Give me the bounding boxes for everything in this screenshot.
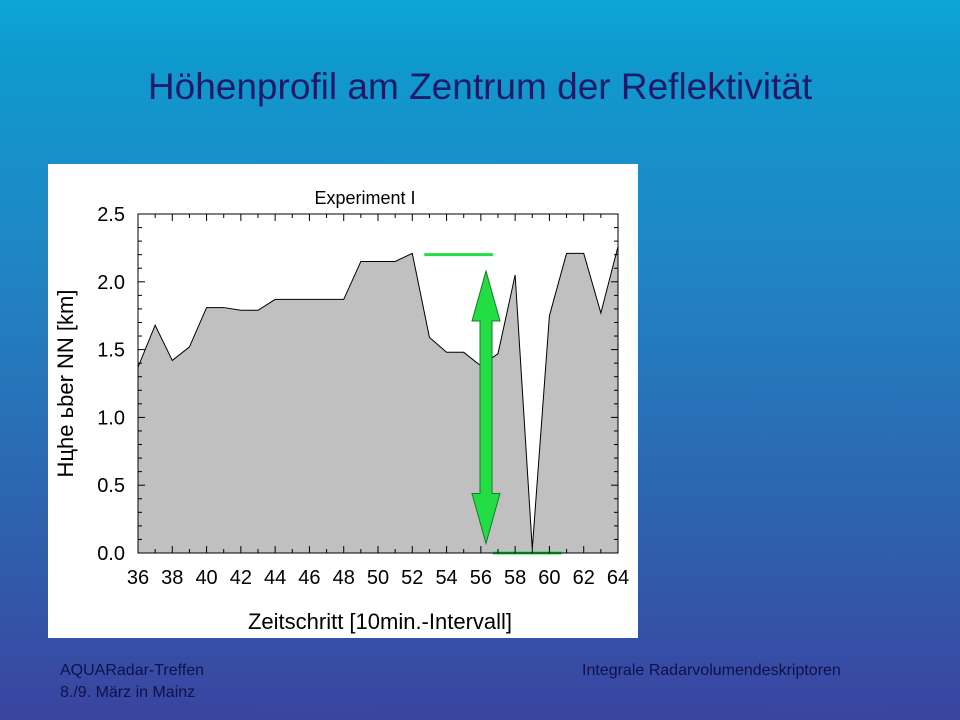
y-tick-label: 2.5 <box>97 204 125 226</box>
y-tick-label: 0.5 <box>97 475 125 497</box>
x-tick-label: 58 <box>504 567 526 589</box>
double-arrow-icon <box>471 269 501 546</box>
x-tick-label: 46 <box>298 567 320 589</box>
chart-panel: Experiment I 36 38 40 42 44 46 48 50 52 54 56 58 60 6… <box>48 164 638 638</box>
x-tick-label: 38 <box>161 567 183 589</box>
footer-event: AQUARadar-Treffen <box>60 662 205 679</box>
footer-date: 8./9. März in Mainz <box>60 684 196 701</box>
x-tick-label: 44 <box>264 567 286 589</box>
area-series <box>137 246 619 554</box>
x-tick-label: 50 <box>367 567 389 589</box>
area-chart: Experiment I 36 38 40 42 44 46 48 50 52 54 56 58 60 6… <box>53 188 629 634</box>
footer-topic: Integrale Radarvolumendeskriptoren <box>582 662 841 679</box>
y-axis: 0.0 0.5 1.0 1.5 2.0 2.5 <box>97 204 618 565</box>
y-tick-label: 1.5 <box>97 340 125 362</box>
y-tick-label: 1.0 <box>97 407 125 429</box>
footer-left: AQUARadar-Treffen 8./9. März in Mainz <box>60 660 204 704</box>
x-tick-label: 36 <box>127 567 149 589</box>
y-tick-label: 2.0 <box>97 272 125 294</box>
x-tick-label: 62 <box>573 567 595 589</box>
x-tick-label: 52 <box>401 567 423 589</box>
y-tick-label: 0.0 <box>97 543 125 565</box>
x-tick-label: 54 <box>435 567 457 589</box>
x-tick-label: 42 <box>230 567 252 589</box>
x-tick-label: 60 <box>538 567 560 589</box>
x-tick-label: 56 <box>470 567 492 589</box>
slide-title: Höhenprofil am Zentrum der Reflektivität <box>147 66 813 107</box>
chart-title: Experiment I <box>314 188 415 208</box>
x-axis: 36 38 40 42 44 46 48 50 52 54 56 58 60 62 64 <box>127 214 629 589</box>
top-band <box>0 0 960 44</box>
x-axis-label: Zeitschritt [10min.-Intervall] <box>248 609 512 634</box>
x-tick-label: 64 <box>607 567 629 589</box>
x-tick-label: 48 <box>333 567 355 589</box>
y-axis-label: Нцhe ьber NN [km] <box>53 290 78 478</box>
x-tick-label: 40 <box>195 567 217 589</box>
